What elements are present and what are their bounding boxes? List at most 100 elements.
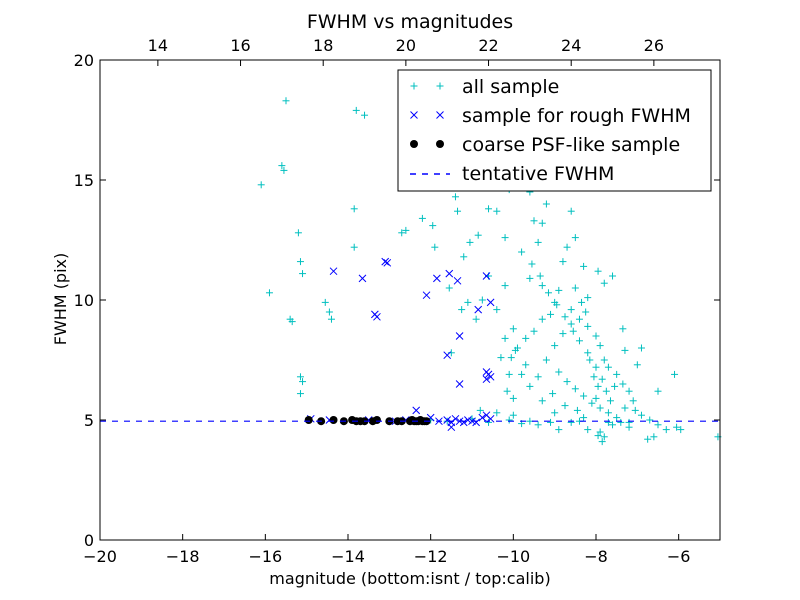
y-tick-label: 15 (74, 171, 94, 190)
point-series-0 (646, 416, 654, 424)
point-series-0 (327, 315, 335, 323)
point-series-0 (594, 432, 602, 440)
point-series-2 (372, 416, 381, 424)
point-series-0 (580, 414, 588, 422)
point-series-0 (662, 426, 670, 434)
point-series-0 (631, 406, 639, 414)
point-series-0 (611, 382, 619, 390)
point-series-0 (538, 397, 546, 405)
point-series-2 (304, 416, 313, 424)
point-series-0 (497, 354, 505, 362)
point-series-2 (329, 416, 338, 424)
point-series-0 (534, 238, 542, 246)
point-series-0 (575, 315, 583, 323)
point-series-0 (571, 284, 579, 292)
point-series-1 (445, 269, 454, 278)
point-series-0 (505, 370, 513, 378)
point-series-0 (431, 243, 439, 251)
point-series-0 (538, 219, 546, 227)
point-series-0 (528, 260, 536, 268)
point-series-0 (511, 346, 519, 354)
y-axis-ticks: 0 5 10 15 20 (74, 51, 720, 550)
point-series-0 (609, 421, 617, 429)
point-series-0 (584, 294, 592, 302)
point-series-0 (563, 243, 571, 251)
point-series-0 (598, 375, 606, 383)
point-series-0 (549, 390, 557, 398)
point-series-0 (600, 356, 608, 364)
point-series-0 (544, 289, 552, 297)
legend-marker-2 (410, 140, 418, 148)
point-series-0 (580, 392, 588, 400)
top-tick-label: 22 (478, 36, 498, 55)
point-series-0 (592, 363, 600, 371)
point-series-1 (459, 418, 468, 427)
point-series-0 (507, 354, 515, 362)
legend-label-psf-like: coarse PSF-like sample (462, 134, 680, 156)
point-series-0 (584, 349, 592, 357)
y-tick-label: 0 (84, 531, 94, 550)
point-series-0 (594, 382, 602, 390)
point-series-0 (553, 301, 561, 309)
point-series-0 (600, 279, 608, 287)
point-series-0 (609, 272, 617, 280)
legend-entry-rough-fwhm: sample for rough FWHM (410, 105, 691, 127)
point-series-0 (454, 207, 462, 215)
point-series-0 (299, 378, 307, 386)
point-series-0 (547, 310, 555, 318)
point-series-0 (445, 284, 453, 292)
point-series-0 (294, 229, 302, 237)
point-series-1 (472, 418, 480, 427)
point-series-0 (567, 320, 575, 328)
point-series-0 (613, 370, 621, 378)
point-series-0 (596, 428, 604, 436)
x-tick-label: −10 (496, 547, 530, 566)
point-series-0 (282, 97, 290, 105)
point-series-0 (458, 306, 466, 314)
y-tick-label: 10 (74, 291, 94, 310)
point-series-0 (677, 426, 685, 434)
point-series-0 (604, 409, 612, 417)
point-series-0 (503, 387, 511, 395)
point-series-1 (486, 372, 495, 381)
point-series-0 (429, 222, 437, 230)
point-series-0 (509, 394, 517, 402)
legend-entry-all-sample: all sample (410, 76, 559, 98)
point-series-0 (621, 404, 629, 412)
point-series-0 (509, 325, 517, 333)
point-series-0 (460, 253, 468, 261)
x-tick-label: −6 (667, 547, 691, 566)
point-series-0 (288, 318, 296, 326)
point-series-1 (381, 257, 390, 266)
point-series-1 (474, 305, 483, 314)
point-series-0 (501, 282, 509, 290)
point-series-0 (466, 238, 474, 246)
point-series-0 (559, 330, 567, 338)
point-series-0 (592, 394, 600, 402)
point-series-0 (451, 193, 459, 201)
point-series-0 (619, 325, 627, 333)
point-series-0 (350, 243, 358, 251)
point-series-0 (592, 332, 600, 340)
y-axis-label: FWHM (pix) (51, 253, 70, 346)
x-tick-label: −8 (584, 547, 608, 566)
point-series-0 (555, 368, 563, 376)
point-series-0 (551, 342, 559, 350)
point-series-0 (325, 308, 333, 316)
point-series-0 (673, 423, 681, 431)
point-series-0 (472, 315, 480, 323)
point-series-1 (443, 351, 452, 360)
point-series-0 (493, 409, 501, 417)
legend-box (397, 69, 712, 192)
point-series-1 (447, 423, 456, 432)
top-tick-label: 16 (230, 36, 250, 55)
point-series-0 (594, 267, 602, 275)
point-series-0 (571, 385, 579, 393)
point-series-0 (350, 205, 358, 213)
chart-title: FWHM vs magnitudes (307, 11, 513, 33)
point-series-0 (654, 387, 662, 395)
point-series-0 (569, 327, 577, 335)
top-axis-ticks: 14 16 18 20 22 24 26 (148, 36, 664, 66)
point-series-0 (501, 334, 509, 342)
point-series-0 (542, 200, 550, 208)
